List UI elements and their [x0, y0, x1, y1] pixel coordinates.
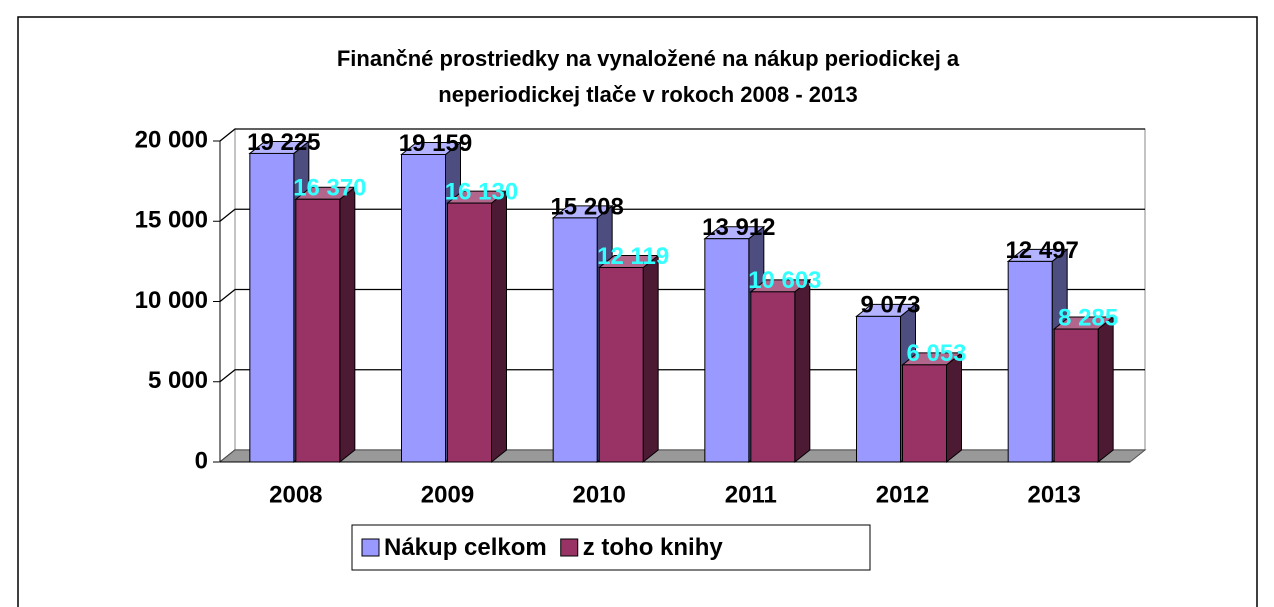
- x-tick-label: 2009: [421, 481, 474, 508]
- y-tick-label: 10 000: [135, 287, 208, 314]
- chart-title: Finančné prostriedky na vynaložené na ná…: [337, 46, 960, 71]
- bar: [249, 152, 295, 463]
- value-label: 8 285: [1058, 304, 1118, 331]
- chart-title: neperiodickej tlače v rokoch 2008 - 2013: [438, 82, 857, 107]
- bar-side: [642, 254, 659, 464]
- bar: [447, 202, 492, 463]
- bar: [902, 364, 947, 463]
- bar: [401, 153, 446, 463]
- value-label: 12 497: [1005, 237, 1078, 264]
- y-tick-label: 15 000: [135, 207, 208, 234]
- value-label: 13 912: [702, 214, 775, 241]
- value-label: 19 225: [247, 129, 320, 156]
- bar: [704, 238, 750, 463]
- value-label: 19 159: [399, 130, 472, 157]
- y-tick-label: 5 000: [148, 367, 208, 394]
- bar: [856, 315, 901, 463]
- value-label: 6 053: [906, 340, 966, 367]
- legend-swatch: [361, 538, 380, 557]
- legend-box: [351, 524, 871, 571]
- x-tick-label: 2012: [876, 481, 929, 508]
- x-tick-label: 2008: [269, 481, 322, 508]
- grid-line: [219, 288, 1145, 303]
- bar-side: [1097, 315, 1114, 464]
- bar: [750, 291, 796, 463]
- bar: [1007, 260, 1053, 463]
- value-label: 10 603: [748, 267, 821, 294]
- bar: [1053, 328, 1099, 463]
- value-label: 16 130: [445, 178, 518, 205]
- grid-line: [219, 208, 1145, 222]
- value-label: 12 119: [597, 243, 669, 270]
- x-tick-label: 2010: [572, 481, 625, 508]
- bar-side: [946, 351, 962, 464]
- value-label: 9 073: [860, 292, 920, 319]
- legend-label: Nákup celkom: [384, 534, 547, 561]
- x-tick-label: 2011: [725, 481, 777, 508]
- bar-side: [339, 186, 356, 464]
- x-tick-label: 2013: [1027, 481, 1080, 508]
- bar: [552, 217, 598, 463]
- y-tick-label: 0: [195, 447, 208, 474]
- legend-swatch: [560, 538, 579, 557]
- y-tick-label: 20 000: [135, 126, 208, 153]
- floor: [218, 449, 1147, 463]
- grid-line: [219, 369, 1145, 383]
- bar: [295, 198, 341, 463]
- bar: [598, 266, 644, 463]
- bar-side: [491, 190, 507, 464]
- value-label: 15 208: [550, 193, 623, 220]
- grid-line: [219, 128, 1145, 142]
- legend-label: z toho knihy: [583, 534, 724, 561]
- value-label: 16 370: [293, 175, 366, 202]
- bar-side: [794, 278, 811, 464]
